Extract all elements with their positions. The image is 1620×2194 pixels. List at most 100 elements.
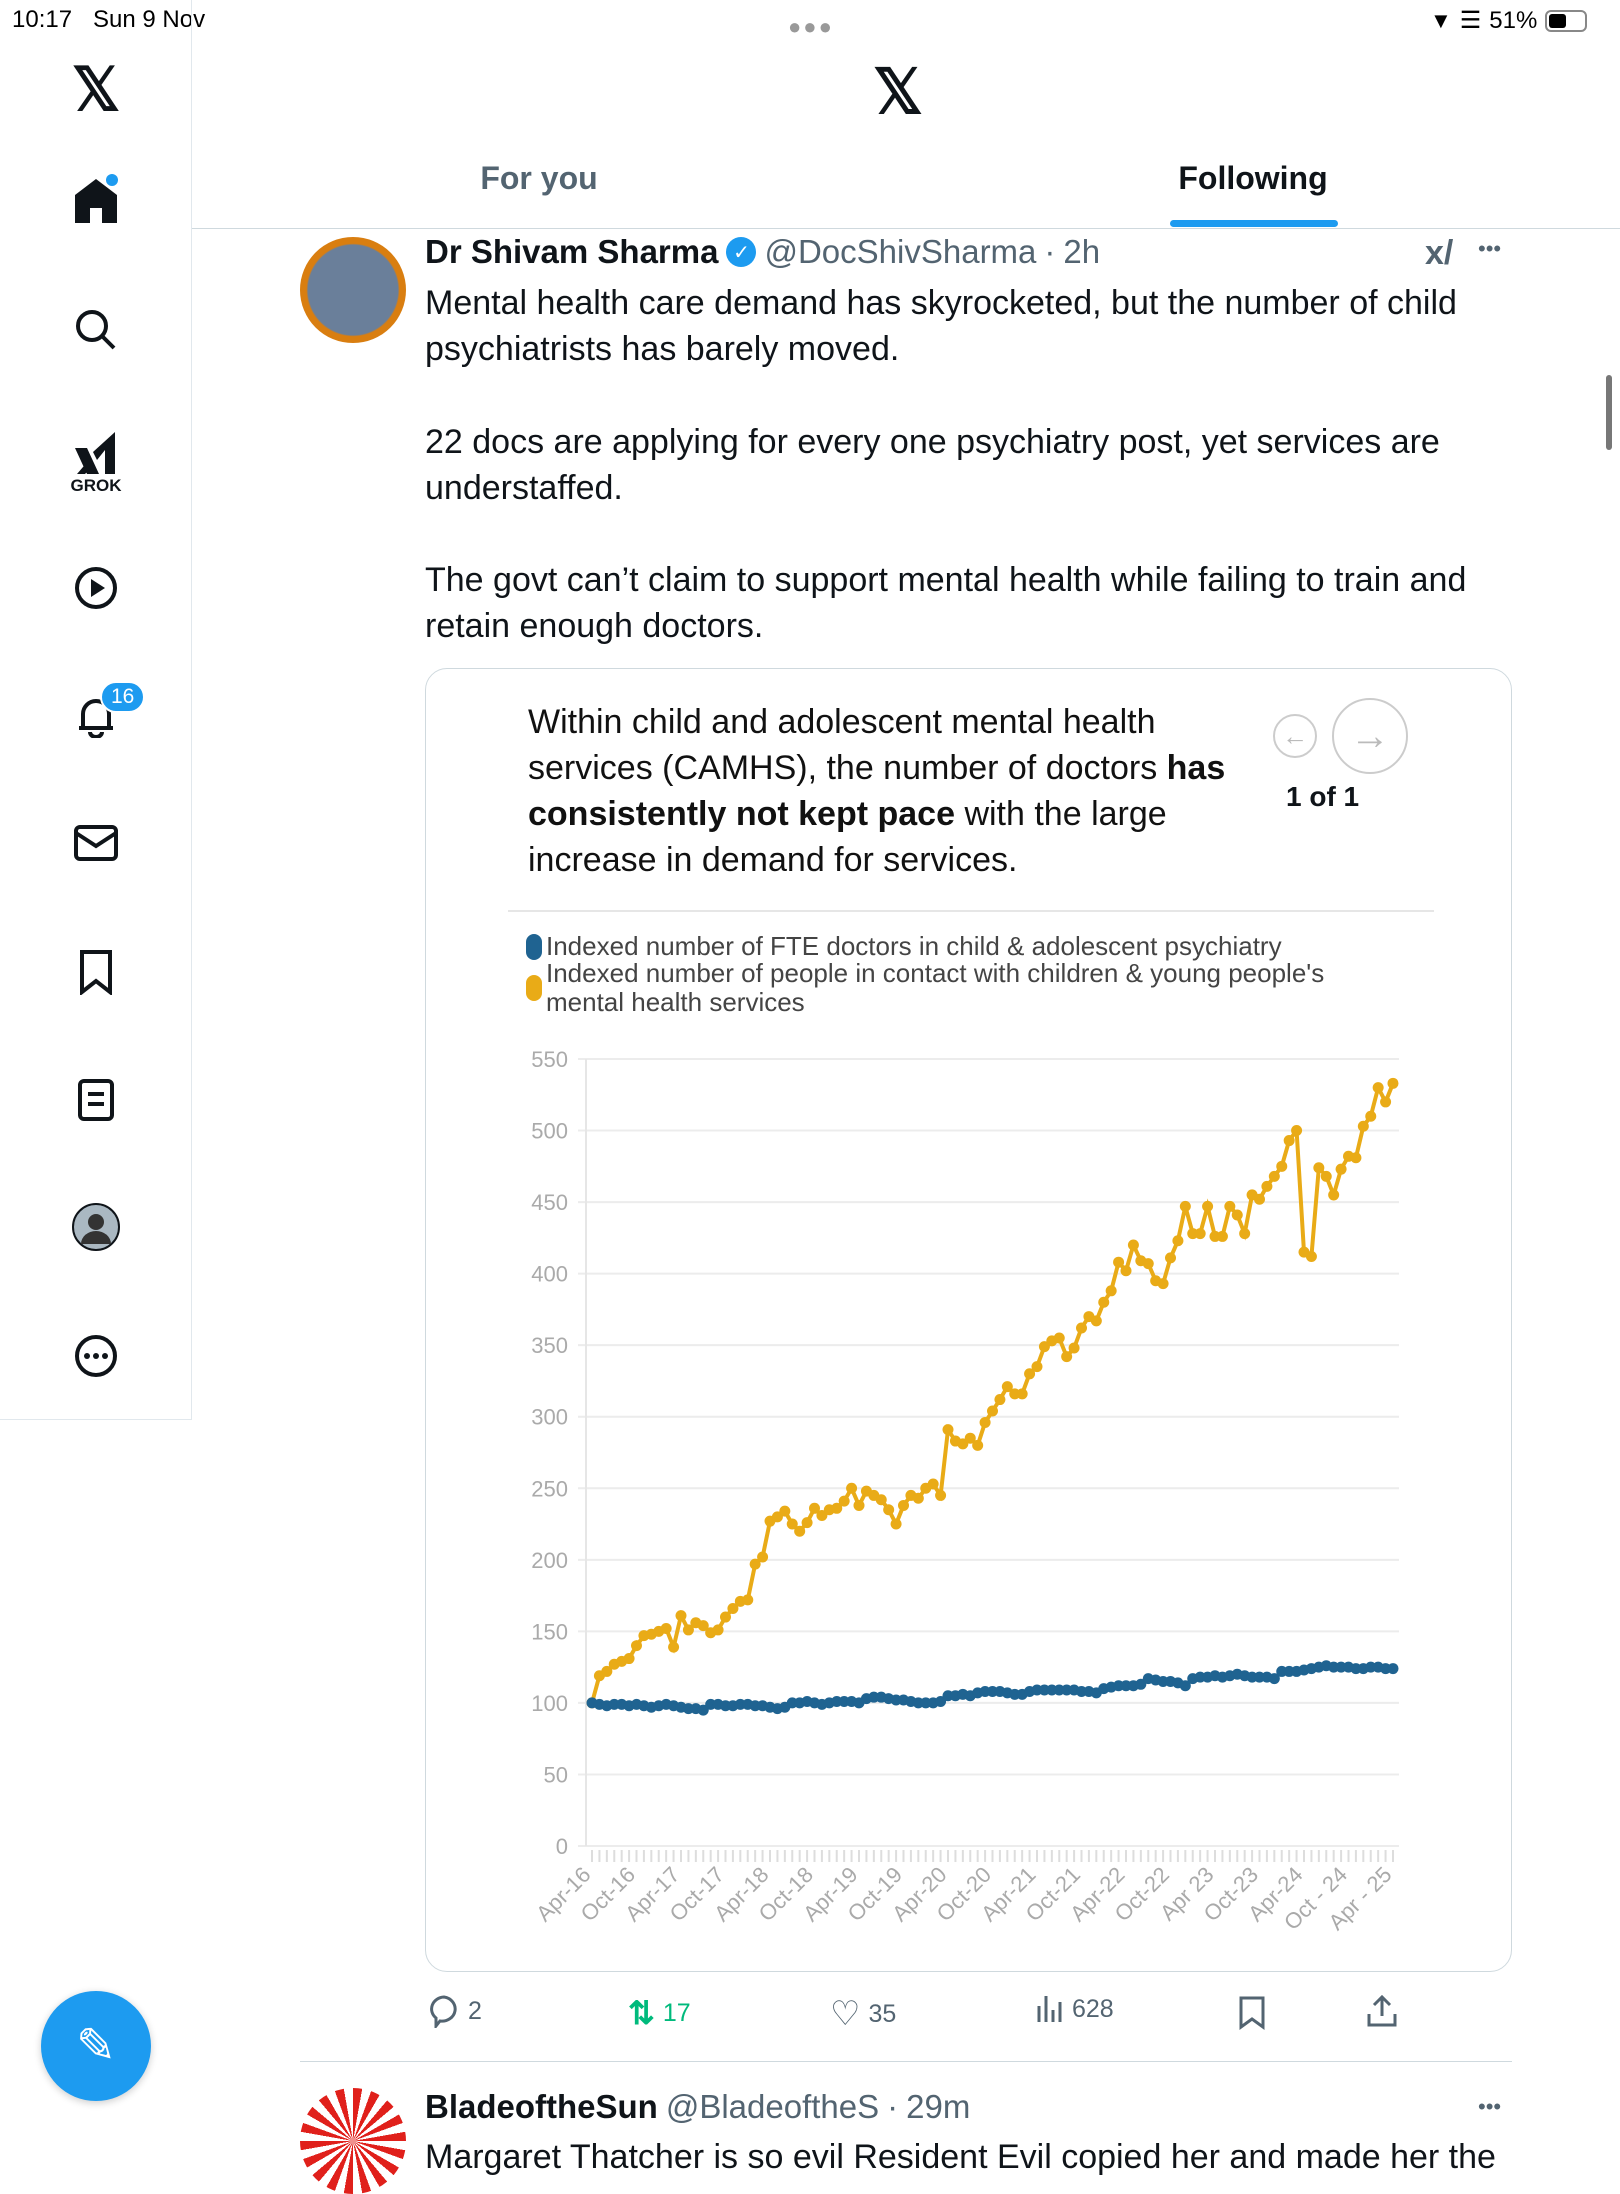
tweet-divider (300, 2061, 1512, 2062)
legend-swatch-blue (526, 933, 542, 960)
y-tick-label: 0 (556, 1834, 568, 1859)
y-tick-label: 500 (531, 1119, 568, 1144)
data-point (912, 1492, 924, 1504)
y-tick-label: 550 (531, 1047, 568, 1072)
next-author-avatar[interactable] (300, 2088, 406, 2194)
y-tick-label: 200 (531, 1548, 568, 1573)
data-point (1179, 1200, 1191, 1212)
next-author-name[interactable]: BladeoftheSun (425, 2088, 658, 2125)
more-icon[interactable] (66, 1326, 126, 1386)
data-point (1276, 1160, 1288, 1172)
data-point (1068, 1342, 1080, 1354)
data-point (1090, 1315, 1102, 1327)
more-options-icon[interactable]: ••• (1478, 236, 1502, 261)
data-point (994, 1394, 1006, 1406)
x-logo-icon[interactable]: 𝕏 (71, 56, 121, 123)
data-point (831, 1502, 843, 1514)
data-point (1387, 1077, 1399, 1089)
data-point (1120, 1265, 1132, 1277)
grok-explain-icon[interactable]: x/ (1425, 234, 1454, 272)
data-point (1254, 1193, 1265, 1205)
data-point (1194, 1228, 1206, 1240)
data-point (727, 1602, 739, 1614)
card-divider (508, 910, 1434, 912)
data-point (1172, 1235, 1184, 1247)
views-button[interactable]: 628 (1036, 1994, 1114, 2024)
data-point (601, 1665, 613, 1677)
mail-icon[interactable] (66, 813, 126, 873)
data-point (979, 1416, 991, 1428)
data-point (838, 1495, 850, 1507)
search-icon[interactable] (66, 300, 126, 360)
data-point (1387, 1663, 1399, 1675)
data-point (1001, 1381, 1013, 1393)
data-point (853, 1499, 865, 1511)
bell-icon[interactable]: 16 (66, 681, 146, 745)
data-point (757, 1551, 769, 1563)
next-arrow-icon[interactable]: → (1332, 698, 1408, 774)
repost-button[interactable]: ⇅ 17 (628, 1994, 691, 2032)
bookmark-icon[interactable] (66, 942, 126, 1002)
next-author-handle[interactable]: @BladeoftheS (665, 2088, 880, 2125)
data-point (1268, 1170, 1280, 1182)
data-point (1076, 1322, 1087, 1334)
reply-button[interactable]: 2 (428, 1994, 482, 2028)
author-avatar[interactable] (300, 237, 406, 343)
data-point (957, 1438, 969, 1450)
data-point (1031, 1361, 1043, 1373)
data-point (1157, 1278, 1169, 1290)
data-point (697, 1620, 709, 1632)
data-point (1165, 1252, 1176, 1264)
tweet-paragraph: 22 docs are applying for every one psych… (425, 423, 1440, 507)
verified-badge-icon: ✓ (726, 237, 757, 267)
tab-for-you[interactable]: For you (480, 160, 598, 196)
data-point (1372, 1082, 1384, 1094)
tweet-paragraph: The govt can’t claim to support mental h… (425, 561, 1467, 645)
next-more-options-icon[interactable]: ••• (1478, 2094, 1502, 2119)
y-tick-label: 250 (531, 1476, 568, 1501)
lists-icon[interactable] (66, 1070, 126, 1130)
data-point (1135, 1678, 1147, 1690)
profile-avatar-icon[interactable] (66, 1197, 126, 1257)
data-point (1038, 1341, 1050, 1353)
tweet-paragraph: Mental health care demand has skyrockete… (425, 284, 1457, 368)
chart-image-card[interactable]: Within child and adolescent mental healt… (425, 668, 1512, 1972)
data-point (1142, 1258, 1154, 1270)
heart-icon: ♡ (830, 1995, 861, 2033)
home-icon[interactable] (66, 170, 126, 230)
next-tweet-time[interactable]: 29m (906, 2088, 971, 2125)
grok-icon[interactable]: GROK (66, 425, 126, 500)
legend-entry: Indexed number of FTE doctors in child &… (546, 931, 1282, 961)
wifi-icon: ▼ (1430, 7, 1452, 33)
data-point (1305, 1250, 1317, 1262)
tweet-time[interactable]: 2h (1063, 233, 1101, 270)
data-point (786, 1518, 798, 1530)
views-icon (1037, 1996, 1062, 2022)
data-point (771, 1511, 783, 1523)
prev-arrow-icon[interactable]: ← (1273, 714, 1317, 758)
share-button[interactable] (1366, 1994, 1398, 2033)
multitask-dots-icon[interactable]: ●●● (788, 14, 834, 39)
legend-swatch-yellow (526, 975, 542, 1001)
data-point (675, 1610, 687, 1622)
author-name[interactable]: Dr Shivam Sharma (425, 233, 719, 270)
scrollbar[interactable] (1606, 375, 1612, 450)
data-point (749, 1558, 761, 1570)
data-point (1283, 1135, 1295, 1147)
y-tick-label: 450 (531, 1190, 568, 1215)
compose-post-button[interactable]: ✎ (41, 1991, 151, 2101)
data-point (712, 1624, 724, 1636)
author-handle[interactable]: @DocShivSharma (764, 233, 1037, 270)
data-point (779, 1505, 791, 1517)
like-button[interactable]: ♡ 35 (830, 1994, 896, 2034)
tab-following[interactable]: Following (1178, 160, 1328, 196)
video-icon[interactable] (66, 558, 126, 618)
reply-icon (430, 1995, 457, 2028)
data-point (720, 1611, 731, 1623)
data-point (1024, 1368, 1036, 1380)
bookmark-button[interactable] (1238, 1996, 1266, 2035)
data-point (935, 1489, 947, 1501)
data-point (816, 1509, 828, 1521)
data-point (1320, 1170, 1332, 1182)
data-point (1350, 1152, 1362, 1164)
